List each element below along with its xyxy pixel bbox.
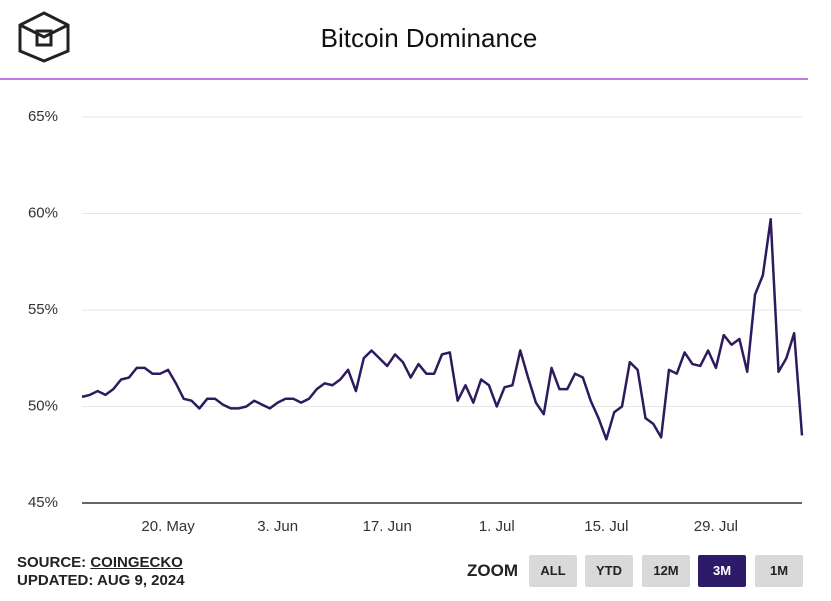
x-tick-label: 15. Jul — [584, 518, 628, 535]
logo — [18, 11, 70, 63]
x-tick-label: 20. May — [141, 518, 195, 535]
data-line — [81, 218, 804, 441]
y-tick-label: 60% — [28, 204, 58, 221]
zoom-button[interactable]: 12M — [642, 555, 690, 587]
x-tick-label: 3. Jun — [257, 518, 298, 535]
y-tick-label: 50% — [28, 397, 58, 414]
y-tick-label: 45% — [28, 494, 58, 511]
source-label: SOURCE: — [17, 554, 87, 571]
zoom-button[interactable]: YTD — [585, 555, 633, 587]
y-tick-label: 65% — [28, 108, 58, 125]
chart-title: Bitcoin Dominance — [321, 23, 538, 53]
source: SOURCE: COINGECKO — [17, 554, 183, 571]
zoom-button[interactable]: 3M — [698, 555, 746, 587]
source-link[interactable]: COINGECKO — [90, 554, 183, 571]
x-tick-label: 1. Jul — [479, 518, 515, 535]
zoom-button[interactable]: ALL — [529, 555, 577, 587]
zoom-label: ZOOM — [467, 561, 518, 580]
y-tick-label: 55% — [28, 301, 58, 318]
zoom-button[interactable]: 1M — [755, 555, 803, 587]
x-tick-label: 29. Jul — [694, 518, 738, 535]
x-tick-label: 17. Jun — [363, 518, 412, 535]
updated: UPDATED: AUG 9, 2024 — [17, 572, 185, 589]
